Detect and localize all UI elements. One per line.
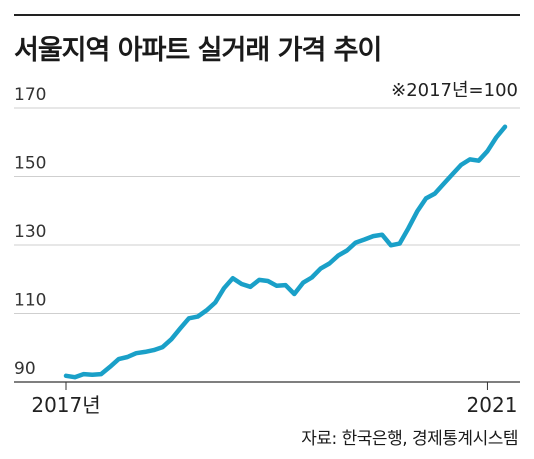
series-layer xyxy=(63,124,508,380)
y-tick-labels: 90 110 130 150 170 xyxy=(14,85,46,379)
x-tick-label: 2017년 xyxy=(31,393,100,417)
gridlines xyxy=(14,107,520,383)
top-rule xyxy=(14,14,520,16)
chart-title: 서울지역 아파트 실거래 가격 추이 xyxy=(14,35,382,66)
chart-subtitle: ※2017년=100 xyxy=(391,80,518,101)
x-tick-label: 2021 xyxy=(467,393,518,417)
source-note: 자료: 한국은행, 경제통계시스템 xyxy=(301,429,518,449)
y-tick-label: 150 xyxy=(14,154,46,174)
y-tick-label: 130 xyxy=(14,222,46,242)
y-tick-label: 110 xyxy=(14,291,46,311)
y-tick-label: 170 xyxy=(14,85,46,105)
series-line xyxy=(63,124,508,380)
y-tick-label: 90 xyxy=(14,359,36,379)
x-ticks: 2017년 2021 xyxy=(31,382,517,417)
